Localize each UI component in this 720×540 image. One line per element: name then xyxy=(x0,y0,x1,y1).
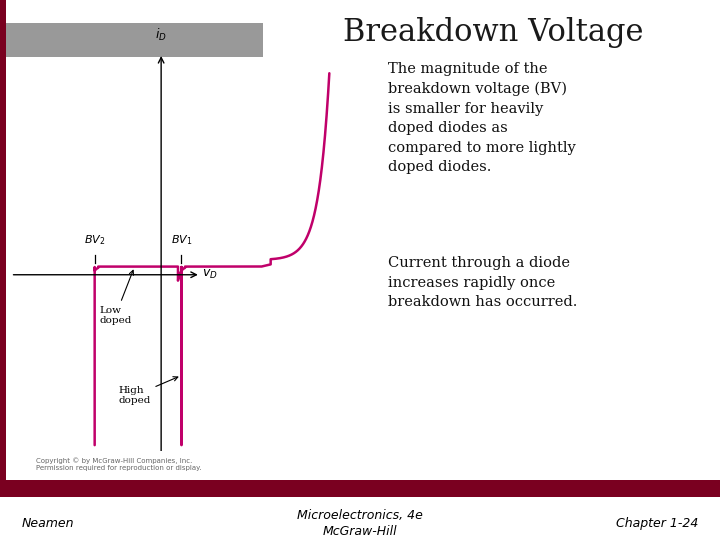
Text: $v_D$: $v_D$ xyxy=(202,268,218,281)
Text: $BV_1$: $BV_1$ xyxy=(171,233,192,247)
Text: $BV_2$: $BV_2$ xyxy=(84,233,105,247)
Text: Chapter 1-24: Chapter 1-24 xyxy=(616,517,698,530)
Text: Neamen: Neamen xyxy=(22,517,74,530)
Text: The magnitude of the
breakdown voltage (BV)
is smaller for heavily
doped diodes : The magnitude of the breakdown voltage (… xyxy=(388,62,576,174)
Text: $i_D$: $i_D$ xyxy=(156,28,167,43)
Text: Copyright © by McGraw-Hill Companies, Inc.
Permission required for reproduction : Copyright © by McGraw-Hill Companies, In… xyxy=(36,457,202,471)
Text: Low
doped: Low doped xyxy=(99,271,133,325)
Text: High
doped: High doped xyxy=(118,377,178,406)
Text: Current through a diode
increases rapidly once
breakdown has occurred.: Current through a diode increases rapidl… xyxy=(388,256,577,309)
Text: Microelectronics, 4e
McGraw-Hill: Microelectronics, 4e McGraw-Hill xyxy=(297,509,423,538)
Text: Breakdown Voltage: Breakdown Voltage xyxy=(343,17,644,48)
